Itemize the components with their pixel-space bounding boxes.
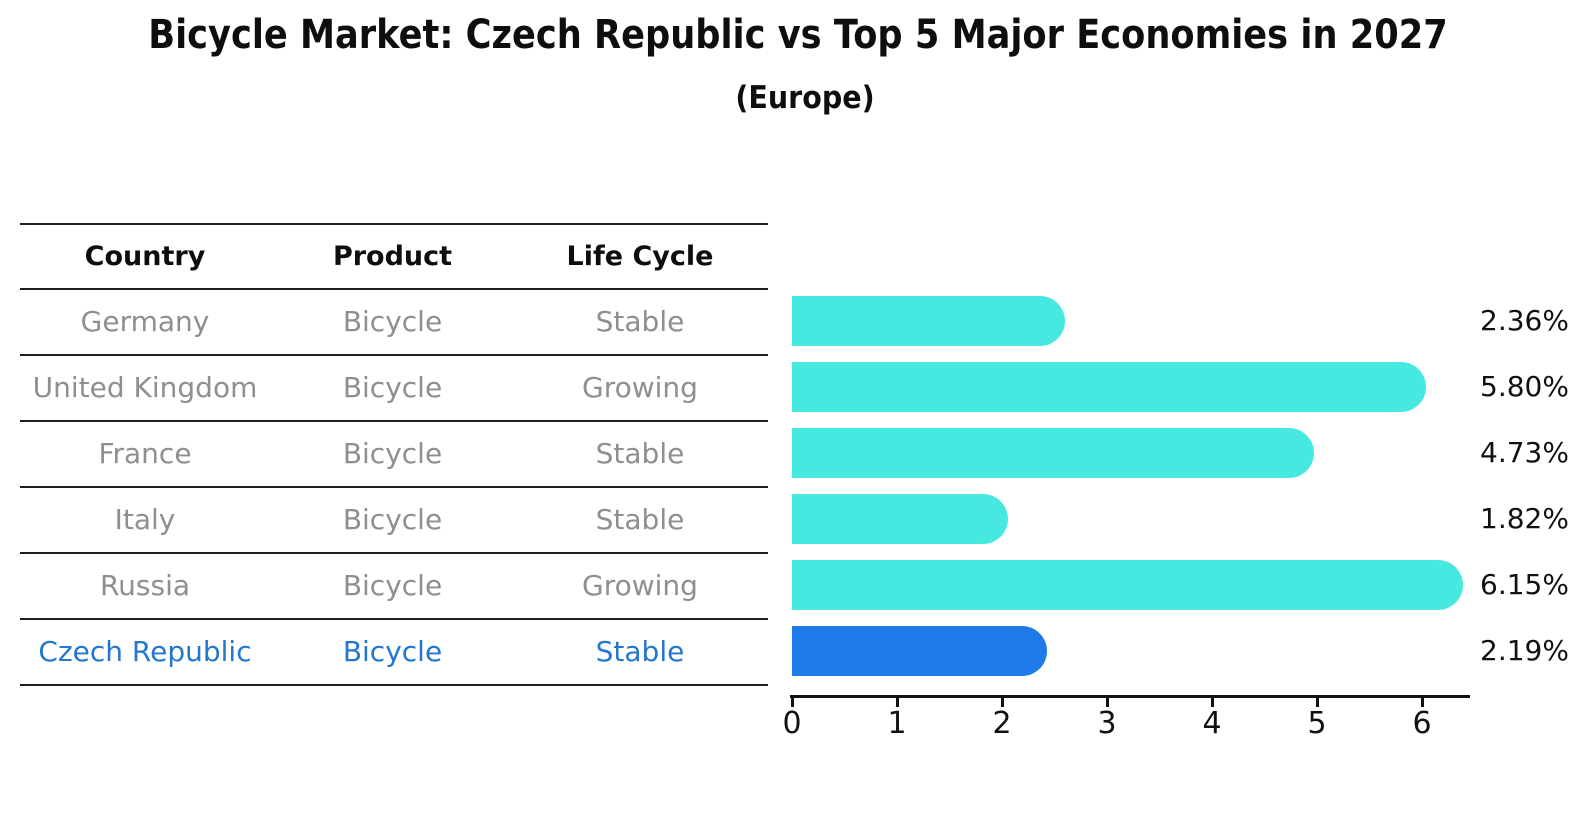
x-axis-tick-label: 6 (1412, 706, 1432, 741)
x-axis-tick-label: 3 (1097, 706, 1117, 741)
table-row-germany: Germany Bicycle Stable (20, 289, 768, 353)
bar-italy (792, 494, 1008, 544)
x-axis-tick (791, 698, 794, 707)
cell-country: France (98, 436, 192, 470)
x-axis-tick-label: 5 (1307, 706, 1327, 741)
table-border-line (20, 618, 768, 620)
value-label: 2.36% (1480, 304, 1569, 337)
cell-product: Bicycle (342, 370, 443, 404)
cell-product: Bicycle (342, 568, 443, 602)
table-border-line (20, 684, 768, 686)
table-border-line (20, 288, 768, 290)
cell-country: Germany (80, 304, 210, 338)
chart-subtitle: (Europe) (735, 80, 875, 116)
x-axis-tick (896, 698, 899, 707)
x-axis-tick-label: 2 (992, 706, 1012, 741)
x-axis-tick-label: 4 (1202, 706, 1222, 741)
table-row-russia: Russia Bicycle Growing (20, 553, 768, 617)
cell-country: United Kingdom (32, 370, 258, 404)
table-border-line (20, 486, 768, 488)
x-axis-tick-label: 0 (782, 706, 802, 741)
bar-france (792, 428, 1314, 478)
bar-czech-republic (792, 626, 1047, 676)
bar-united-kingdom (792, 362, 1426, 412)
chart-title: Bicycle Market: Czech Republic vs Top 5 … (148, 12, 1448, 58)
value-label: 2.19% (1480, 634, 1569, 667)
cell-life-cycle: Stable (595, 502, 685, 536)
table-row-italy: Italy Bicycle Stable (20, 487, 768, 551)
cell-product: Bicycle (342, 304, 443, 338)
x-axis-tick (1106, 698, 1109, 707)
table-row-france: France Bicycle Stable (20, 421, 768, 485)
table-header-row: Country Product Life Cycle (20, 224, 768, 288)
x-axis-tick-label: 1 (887, 706, 907, 741)
table-border-line (20, 354, 768, 356)
table-border-line (20, 223, 768, 225)
x-axis-tick (1316, 698, 1319, 707)
cell-life-cycle: Stable (595, 304, 685, 338)
table-border-line (20, 552, 768, 554)
table-row-czech-republic: Czech Republic Bicycle Stable (20, 619, 768, 683)
x-axis-tick (1211, 698, 1214, 707)
cell-country: Czech Republic (38, 634, 252, 668)
cell-country: Italy (114, 502, 176, 536)
cell-country: Russia (99, 568, 191, 602)
table-border-line (20, 420, 768, 422)
value-label: 5.80% (1480, 370, 1569, 403)
x-axis-tick (1421, 698, 1424, 707)
cell-life-cycle: Stable (595, 436, 685, 470)
value-label: 1.82% (1480, 502, 1569, 535)
x-axis-line (790, 695, 1470, 698)
column-header-life-cycle: Life Cycle (566, 240, 714, 272)
bar-russia (792, 560, 1463, 610)
bar-germany (792, 296, 1065, 346)
table-row-united-kingdom: United Kingdom Bicycle Growing (20, 355, 768, 419)
cell-product: Bicycle (342, 436, 443, 470)
column-header-product: Product (332, 240, 453, 272)
cell-life-cycle: Growing (582, 568, 698, 602)
cell-product: Bicycle (342, 502, 443, 536)
cell-life-cycle: Growing (582, 370, 698, 404)
column-header-country: Country (84, 240, 206, 272)
cell-life-cycle: Stable (595, 634, 685, 668)
cell-product: Bicycle (342, 634, 443, 668)
value-label: 4.73% (1480, 436, 1569, 469)
x-axis-tick (1001, 698, 1004, 707)
value-label: 6.15% (1480, 568, 1569, 601)
